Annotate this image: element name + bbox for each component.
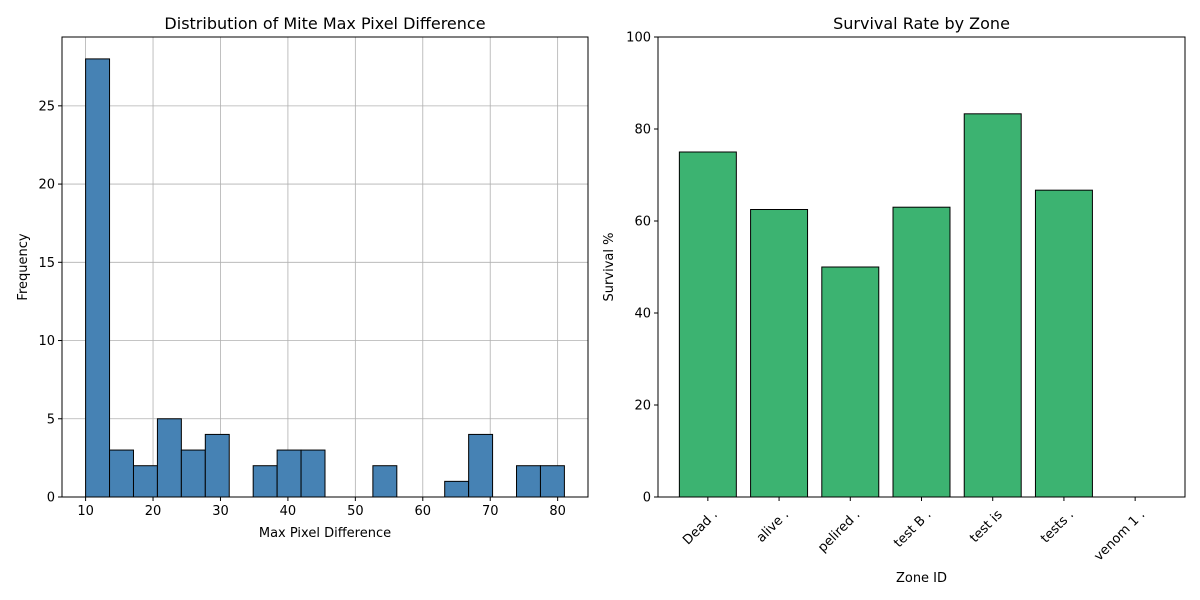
survival-y-tick-label: 0 bbox=[643, 491, 651, 506]
histogram-x-tick-label: 50 bbox=[347, 504, 364, 519]
histogram-x-tick-label: 40 bbox=[280, 504, 297, 519]
histogram-bar bbox=[252, 465, 278, 498]
survival-x-tick-label: tests . bbox=[1038, 507, 1077, 546]
histogram-chart: Distribution of Mite Max Pixel Differenc… bbox=[16, 14, 589, 541]
histogram-y-tick-label: 20 bbox=[38, 178, 55, 193]
histogram-bar bbox=[444, 480, 470, 498]
histogram-x-tick-label: 60 bbox=[415, 504, 432, 519]
survival-y-tick-label: 80 bbox=[634, 123, 651, 138]
histogram-bar bbox=[300, 449, 326, 498]
survival-bar bbox=[1034, 189, 1093, 498]
histogram-x-axis-label: Max Pixel Difference bbox=[259, 526, 391, 541]
survival-y-tick-label: 20 bbox=[634, 399, 651, 414]
histogram-x-tick-label: 70 bbox=[482, 504, 499, 519]
histogram-x-tick-label: 80 bbox=[549, 504, 566, 519]
histogram-x-tick-label: 20 bbox=[145, 504, 162, 519]
survival-bars bbox=[678, 113, 1093, 498]
histogram-bars bbox=[85, 58, 565, 498]
histogram-bar bbox=[539, 465, 565, 498]
survival-x-tick-label: Dead . bbox=[680, 507, 721, 548]
histogram-y-tick-label: 15 bbox=[38, 256, 55, 271]
histogram-y-tick-label: 25 bbox=[38, 99, 55, 114]
survival-bar bbox=[821, 266, 880, 498]
histogram-bar bbox=[180, 449, 206, 498]
survival-x-tick-label: venom 1 . bbox=[1091, 507, 1148, 564]
histogram-y-tick-label: 10 bbox=[38, 334, 55, 349]
histogram-x-tick-label: 10 bbox=[77, 504, 94, 519]
survival-x-tick-label: alive . bbox=[754, 507, 792, 545]
survival-x-tick-label: test is bbox=[967, 507, 1006, 546]
survival-title: Survival Rate by Zone bbox=[833, 14, 1010, 33]
histogram-bar bbox=[109, 449, 134, 498]
histogram-bar bbox=[132, 465, 158, 498]
survival-x-tick-label: pelired . bbox=[815, 507, 863, 555]
survival-bar bbox=[678, 151, 737, 498]
survival-y-ticks: 0 20 40 60 80 100 bbox=[626, 31, 658, 506]
histogram-bar bbox=[372, 465, 398, 498]
histogram-bar bbox=[204, 433, 230, 498]
survival-bar bbox=[963, 113, 1022, 498]
survival-x-axis-label: Zone ID bbox=[896, 571, 947, 586]
histogram-bar bbox=[468, 433, 494, 498]
survival-x-tick-label: test B . bbox=[891, 507, 934, 550]
histogram-title: Distribution of Mite Max Pixel Differenc… bbox=[164, 14, 485, 33]
survival-chart: Survival Rate by Zone Dead . alive . pelir… bbox=[602, 14, 1186, 586]
histogram-bar bbox=[156, 418, 182, 498]
histogram-x-ticks: 10 20 30 40 50 60 70 80 bbox=[77, 497, 566, 519]
survival-y-tick-label: 60 bbox=[634, 215, 651, 230]
histogram-bar bbox=[85, 58, 111, 498]
histogram-plot-frame bbox=[61, 36, 589, 498]
histogram-y-tick-label: 0 bbox=[47, 491, 55, 506]
histogram-y-ticks: 0 5 10 15 20 25 bbox=[38, 99, 62, 506]
survival-bar bbox=[892, 206, 951, 498]
histogram-grid bbox=[62, 37, 588, 498]
survival-y-tick-label: 100 bbox=[626, 31, 651, 46]
histogram-y-axis-label: Frequency bbox=[16, 233, 31, 300]
survival-y-tick-label: 40 bbox=[634, 307, 651, 322]
survival-x-ticks: Dead . alive . pelired . test B . test is tes… bbox=[680, 497, 1148, 564]
histogram-y-tick-label: 5 bbox=[47, 412, 55, 427]
histogram-x-tick-label: 30 bbox=[212, 504, 229, 519]
survival-bar bbox=[750, 209, 809, 498]
survival-y-axis-label: Survival % bbox=[602, 233, 617, 302]
histogram-bar bbox=[276, 449, 302, 498]
histogram-bar bbox=[516, 465, 541, 498]
